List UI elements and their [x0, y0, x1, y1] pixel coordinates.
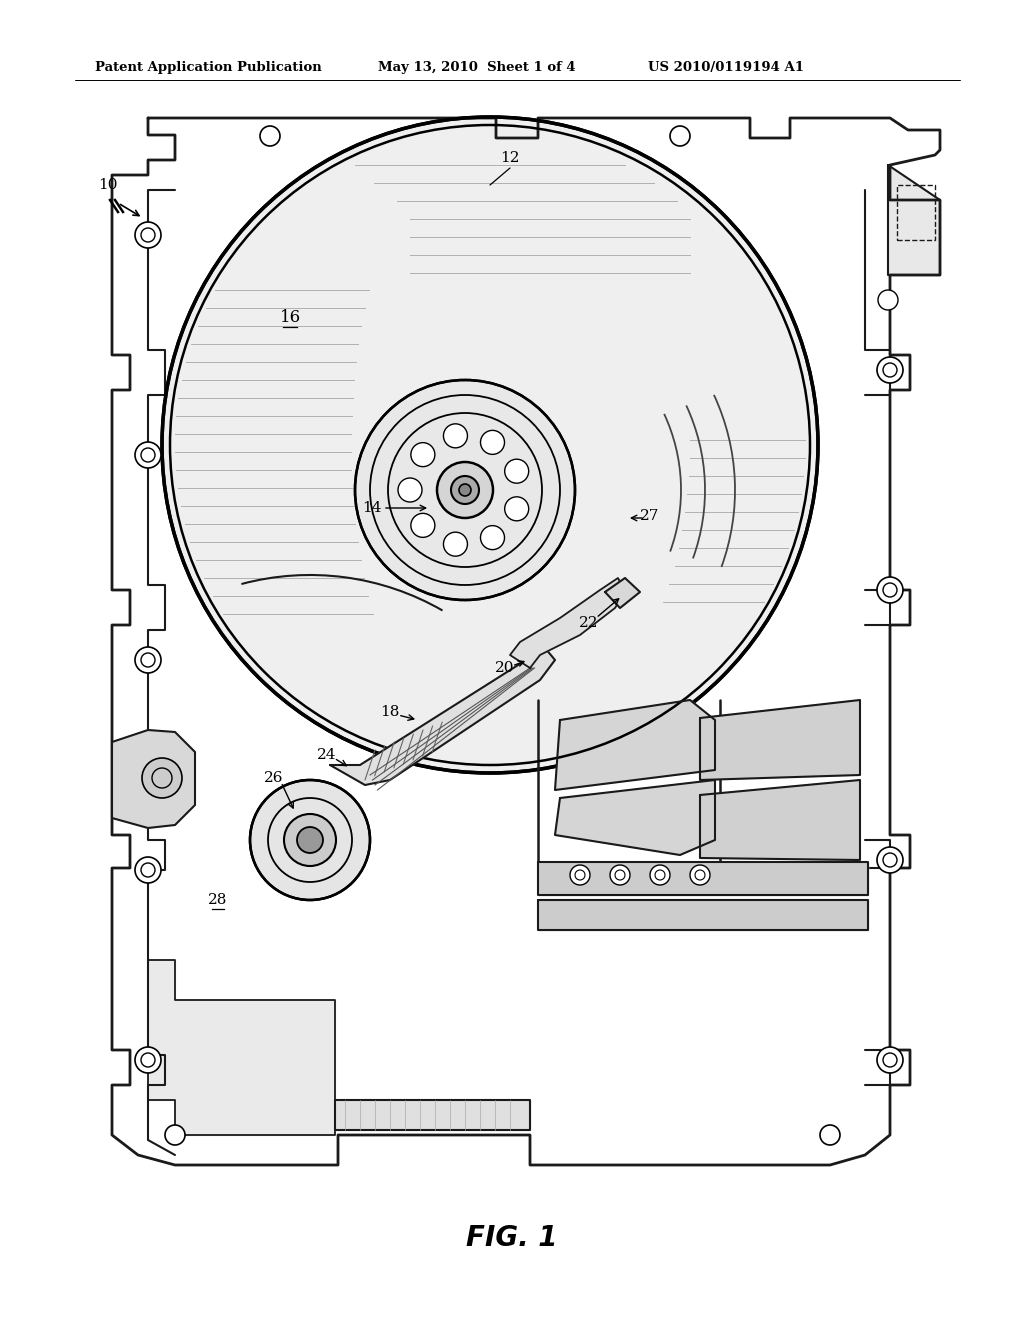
Circle shape [451, 477, 479, 504]
Circle shape [250, 780, 370, 900]
Circle shape [570, 865, 590, 884]
Text: 14: 14 [362, 502, 382, 515]
Circle shape [135, 222, 161, 248]
Polygon shape [330, 648, 555, 785]
Circle shape [610, 865, 630, 884]
Circle shape [505, 459, 528, 483]
Circle shape [480, 525, 505, 549]
Polygon shape [335, 1100, 530, 1130]
Circle shape [505, 496, 528, 521]
Circle shape [820, 1125, 840, 1144]
Bar [897, 185, 935, 240]
Circle shape [260, 125, 280, 147]
Circle shape [443, 532, 467, 556]
Polygon shape [605, 578, 640, 609]
Polygon shape [538, 862, 868, 895]
Circle shape [650, 865, 670, 884]
Circle shape [878, 290, 898, 310]
Circle shape [411, 442, 435, 467]
Circle shape [165, 1125, 185, 1144]
Polygon shape [555, 700, 715, 789]
Polygon shape [555, 780, 715, 855]
Text: FIG. 1: FIG. 1 [466, 1224, 558, 1251]
Circle shape [284, 814, 336, 866]
Polygon shape [888, 165, 940, 275]
Polygon shape [510, 578, 625, 668]
Text: 28: 28 [208, 894, 227, 907]
Circle shape [398, 478, 422, 502]
Polygon shape [148, 960, 335, 1135]
Text: 24: 24 [317, 748, 337, 762]
Circle shape [355, 380, 575, 601]
Circle shape [162, 117, 818, 774]
Circle shape [411, 513, 435, 537]
Text: 27: 27 [640, 510, 659, 523]
Text: Patent Application Publication: Patent Application Publication [95, 62, 322, 74]
Text: 18: 18 [380, 705, 399, 719]
Polygon shape [700, 780, 860, 861]
Text: 22: 22 [580, 616, 599, 630]
Text: 12: 12 [501, 150, 520, 165]
Polygon shape [538, 900, 868, 931]
Circle shape [135, 647, 161, 673]
Circle shape [670, 125, 690, 147]
Polygon shape [700, 700, 860, 780]
Circle shape [877, 847, 903, 873]
Circle shape [443, 424, 467, 447]
Circle shape [142, 758, 182, 799]
Circle shape [877, 577, 903, 603]
Text: May 13, 2010  Sheet 1 of 4: May 13, 2010 Sheet 1 of 4 [378, 62, 575, 74]
Circle shape [135, 1047, 161, 1073]
Text: US 2010/0119194 A1: US 2010/0119194 A1 [648, 62, 804, 74]
Circle shape [135, 442, 161, 469]
Circle shape [877, 1047, 903, 1073]
Text: 16: 16 [280, 309, 301, 326]
Text: 10: 10 [98, 178, 118, 191]
Text: 20: 20 [496, 661, 515, 675]
Circle shape [437, 462, 493, 517]
Circle shape [480, 430, 505, 454]
Circle shape [135, 857, 161, 883]
Polygon shape [112, 730, 195, 828]
Circle shape [690, 865, 710, 884]
Circle shape [297, 828, 323, 853]
Text: 26: 26 [264, 771, 284, 785]
Circle shape [877, 356, 903, 383]
Circle shape [459, 484, 471, 496]
